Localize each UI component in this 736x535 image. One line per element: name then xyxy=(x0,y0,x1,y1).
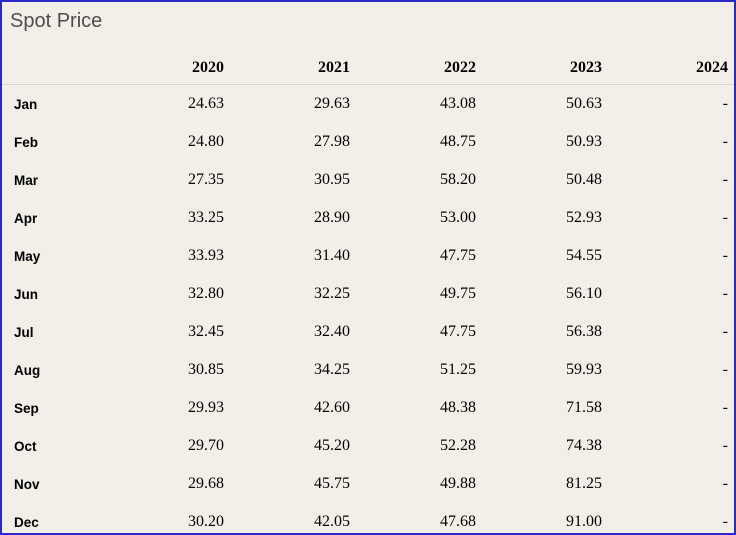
cell-value: 28.90 xyxy=(314,209,350,226)
cell-value: 56.10 xyxy=(566,285,602,302)
cell-value: - xyxy=(722,209,728,226)
cell-value: 56.38 xyxy=(566,323,602,340)
cell-value: 48.75 xyxy=(440,133,476,150)
cell-value: 33.25 xyxy=(188,209,224,226)
cell-value: 53.00 xyxy=(440,209,476,226)
cell-value: 54.55 xyxy=(566,247,602,264)
cell-value: 47.75 xyxy=(440,247,476,264)
cell-value: 30.20 xyxy=(188,513,224,530)
cell-value: 52.93 xyxy=(566,209,602,226)
cell-value: 58.20 xyxy=(440,171,476,188)
table-row: Oct 29.70 45.20 52.28 74.38 - xyxy=(2,427,734,465)
row-label: Nov xyxy=(14,476,40,492)
cell-value: 91.00 xyxy=(566,513,602,530)
table-row: Sep 29.93 42.60 48.38 71.58 - xyxy=(2,389,734,427)
cell-value: 45.75 xyxy=(314,475,350,492)
cell-value: - xyxy=(722,399,728,416)
table-row: Feb 24.80 27.98 48.75 50.93 - xyxy=(2,123,734,161)
cell-value: 30.85 xyxy=(188,361,224,378)
row-label: May xyxy=(14,248,41,264)
table-row: Jan 24.63 29.63 43.08 50.63 - xyxy=(2,85,734,124)
cell-value: 81.25 xyxy=(566,475,602,492)
cell-value: 49.75 xyxy=(440,285,476,302)
column-header-2022: 2022 xyxy=(356,34,482,85)
cell-value: 29.68 xyxy=(188,475,224,492)
cell-value: 49.88 xyxy=(440,475,476,492)
row-label: Dec xyxy=(14,514,39,530)
row-label: Mar xyxy=(14,172,39,188)
cell-value: 47.68 xyxy=(440,513,476,530)
cell-value: 32.25 xyxy=(314,285,350,302)
row-label: Jun xyxy=(14,286,39,302)
row-label: Sep xyxy=(14,400,39,416)
column-header-month xyxy=(2,34,104,85)
cell-value: 74.38 xyxy=(566,437,602,454)
table-row: Jun 32.80 32.25 49.75 56.10 - xyxy=(2,275,734,313)
row-label: Oct xyxy=(14,438,37,454)
cell-value: - xyxy=(722,133,728,150)
row-label: Apr xyxy=(14,210,38,226)
row-label: Jul xyxy=(14,324,34,340)
cell-value: 51.25 xyxy=(440,361,476,378)
cell-value: 29.63 xyxy=(314,95,350,112)
cell-value: 33.93 xyxy=(188,247,224,264)
cell-value: 24.63 xyxy=(188,95,224,112)
table-header-row: 2020 2021 2022 2023 2024 xyxy=(2,34,734,85)
cell-value: - xyxy=(722,285,728,302)
table-row: Nov 29.68 45.75 49.88 81.25 - xyxy=(2,465,734,503)
cell-value: 42.60 xyxy=(314,399,350,416)
cell-value: - xyxy=(722,437,728,454)
table-row: Apr 33.25 28.90 53.00 52.93 - xyxy=(2,199,734,237)
column-header-2021: 2021 xyxy=(230,34,356,85)
cell-value: 59.93 xyxy=(566,361,602,378)
cell-value: 32.40 xyxy=(314,323,350,340)
cell-value: 42.05 xyxy=(314,513,350,530)
cell-value: 30.95 xyxy=(314,171,350,188)
cell-value: - xyxy=(722,247,728,264)
column-header-2023: 2023 xyxy=(482,34,608,85)
table-row: Dec 30.20 42.05 47.68 91.00 - xyxy=(2,503,734,533)
cell-value: 29.93 xyxy=(188,399,224,416)
column-header-2024: 2024 xyxy=(608,34,734,85)
table-row: Mar 27.35 30.95 58.20 50.48 - xyxy=(2,161,734,199)
cell-value: 48.38 xyxy=(440,399,476,416)
cell-value: 43.08 xyxy=(440,95,476,112)
cell-value: 27.35 xyxy=(188,171,224,188)
cell-value: 52.28 xyxy=(440,437,476,454)
column-header-2020: 2020 xyxy=(104,34,230,85)
cell-value: - xyxy=(722,171,728,188)
cell-value: 47.75 xyxy=(440,323,476,340)
cell-value: - xyxy=(722,95,728,112)
cell-value: 50.48 xyxy=(566,171,602,188)
cell-value: 50.93 xyxy=(566,133,602,150)
page-title: Spot Price xyxy=(10,10,103,32)
cell-value: 32.45 xyxy=(188,323,224,340)
cell-value: 50.63 xyxy=(566,95,602,112)
cell-value: 31.40 xyxy=(314,247,350,264)
cell-value: - xyxy=(722,475,728,492)
cell-value: - xyxy=(722,513,728,530)
row-label: Feb xyxy=(14,134,39,150)
table-row: Aug 30.85 34.25 51.25 59.93 - xyxy=(2,351,734,389)
spot-price-table: 2020 2021 2022 2023 2024 Jan 24.63 29.63… xyxy=(2,34,734,533)
cell-value: 29.70 xyxy=(188,437,224,454)
table-row: May 33.93 31.40 47.75 54.55 - xyxy=(2,237,734,275)
row-label: Aug xyxy=(14,362,41,378)
cell-value: 71.58 xyxy=(566,399,602,416)
cell-value: 32.80 xyxy=(188,285,224,302)
table-row: Jul 32.45 32.40 47.75 56.38 - xyxy=(2,313,734,351)
cell-value: - xyxy=(722,323,728,340)
row-label: Jan xyxy=(14,96,38,112)
cell-value: - xyxy=(722,361,728,378)
cell-value: 34.25 xyxy=(314,361,350,378)
cell-value: 45.20 xyxy=(314,437,350,454)
cell-value: 24.80 xyxy=(188,133,224,150)
cell-value: 27.98 xyxy=(314,133,350,150)
